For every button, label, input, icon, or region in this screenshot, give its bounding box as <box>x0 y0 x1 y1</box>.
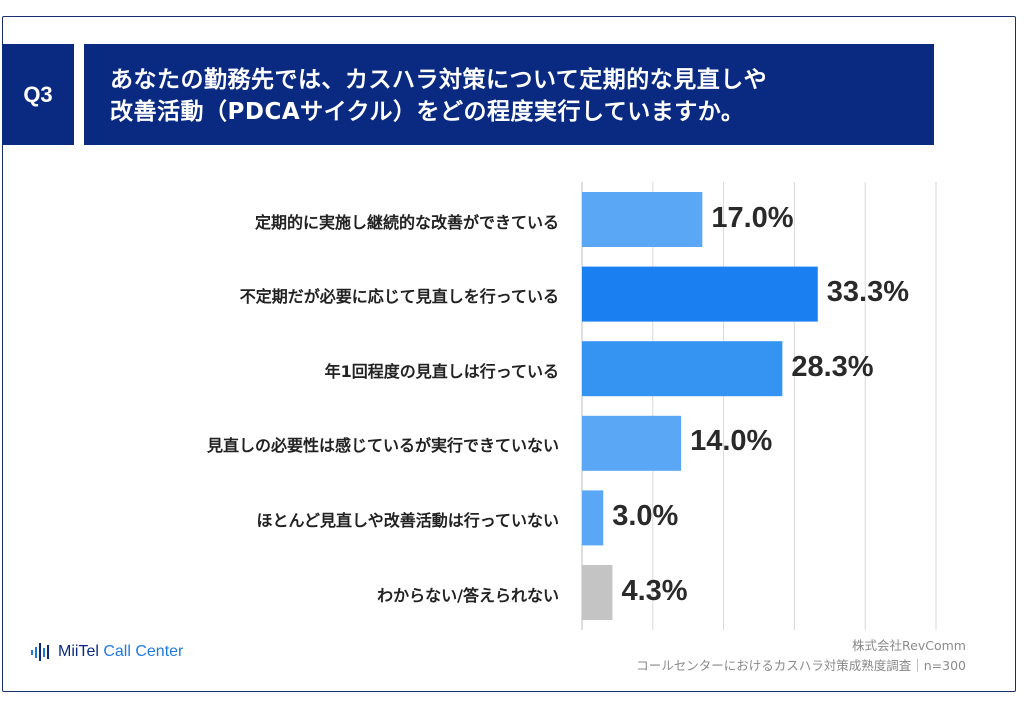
bar <box>582 565 613 620</box>
question-badge: Q3 <box>2 44 74 145</box>
data-label: 17.0% <box>711 201 794 234</box>
chart-frame <box>2 16 1016 692</box>
category-label: 不定期だが必要に応じて見直しを行っている <box>239 287 559 307</box>
data-label: 33.3% <box>826 276 909 309</box>
category-label: 見直しの必要性は感じているが実行できていない <box>206 436 559 456</box>
bar <box>582 490 604 546</box>
category-label: 年1回程度の見直しは行っている <box>324 361 559 381</box>
source-company: 株式会社RevComm <box>852 638 966 653</box>
question-title-line2: 改善活動（PDCAサイクル）をどの程度実行していますか。 <box>110 99 745 125</box>
data-label: 28.3% <box>791 350 874 383</box>
brand-logo: MiiTel Call Center <box>30 642 183 662</box>
bar <box>582 415 682 471</box>
bar <box>582 341 783 397</box>
data-label: 14.0% <box>690 425 773 458</box>
source-note: 株式会社RevComm コールセンターにおけるカスハラ対策成熟度調査｜n=300 <box>636 636 966 676</box>
bar <box>582 192 703 247</box>
brand-accent: Call Center <box>103 643 184 660</box>
category-label: 定期的に実施し継続的な改善ができている <box>254 212 559 232</box>
data-label: 4.3% <box>621 574 688 607</box>
sound-wave-icon <box>31 643 49 661</box>
bar <box>582 266 818 322</box>
source-survey: コールセンターにおけるカスハラ対策成熟度調査｜n=300 <box>636 658 966 673</box>
brand-name: MiiTel Call Center <box>58 643 183 661</box>
data-label: 3.0% <box>612 499 679 532</box>
question-title: あなたの勤務先では、カスハラ対策について定期的な見直しや 改善活動（PDCAサイ… <box>84 44 934 145</box>
question-title-line1: あなたの勤務先では、カスハラ対策について定期的な見直しや <box>110 67 768 93</box>
category-label: ほとんど見直しや改善活動は行っていない <box>256 510 559 530</box>
category-label: わからない/答えられない <box>377 585 559 605</box>
brand-main: MiiTel <box>58 643 99 660</box>
